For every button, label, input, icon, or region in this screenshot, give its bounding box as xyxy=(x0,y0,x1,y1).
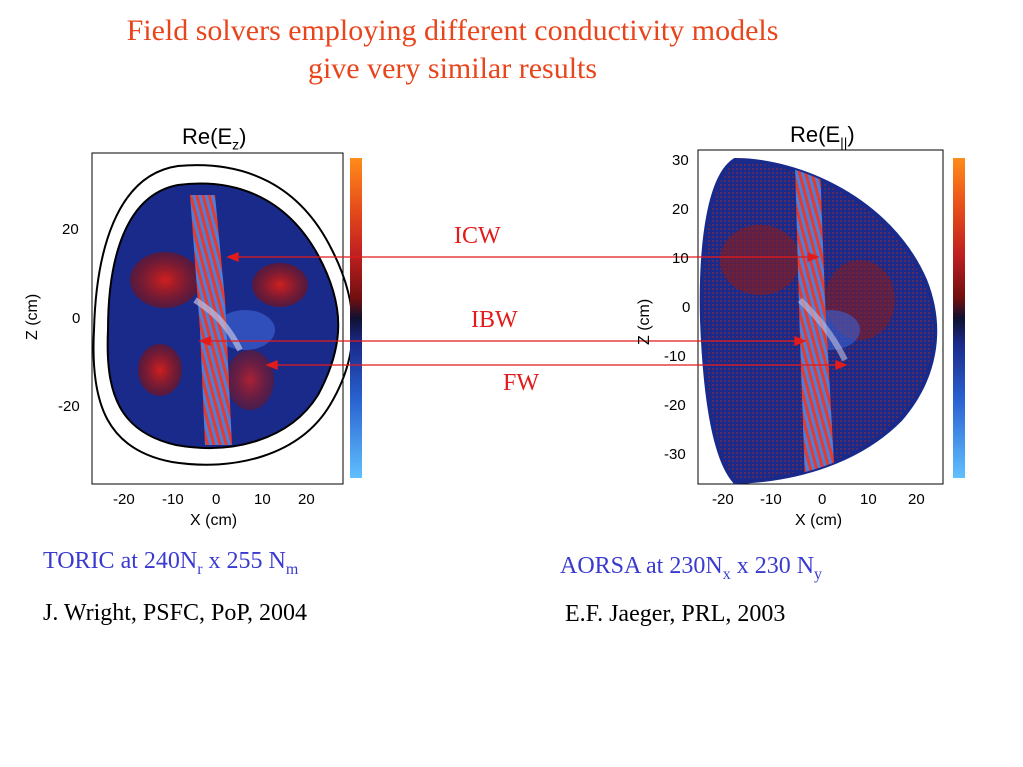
left-plot-title-sub: z xyxy=(232,136,240,153)
right-caption-mid: x 230 N xyxy=(730,553,815,579)
right-ytick: 0 xyxy=(682,299,691,316)
left-caption-sub-r: r xyxy=(197,560,203,578)
left-plot-xlabel: X (cm) xyxy=(190,512,238,529)
right-xtick: -20 xyxy=(712,491,734,508)
right-caption-sub-y: y xyxy=(814,565,823,583)
left-outer-boundary xyxy=(92,164,354,466)
wave-arrows xyxy=(198,252,848,370)
left-code-caption: TORIC at 240Nr x 255 Nm xyxy=(43,548,298,579)
right-plot-ylabel: Z (cm) xyxy=(636,298,653,345)
right-plot-title-end: ) xyxy=(847,122,855,147)
left-plot-title-main: Re(E xyxy=(182,124,233,149)
right-plot-title: Re(E||) xyxy=(790,122,855,150)
left-xtick: 0 xyxy=(212,491,221,508)
icw-arrow-left-head xyxy=(226,252,239,262)
ibw-arrow-right-head xyxy=(794,336,807,346)
right-plot-title-main: Re(E xyxy=(790,122,841,147)
left-field-pattern xyxy=(130,195,308,445)
left-ytick: 20 xyxy=(62,221,79,238)
icw-arrow-right-head xyxy=(807,252,820,262)
fw-arrow-left-head xyxy=(265,360,278,370)
left-caption-sub-m: m xyxy=(285,560,299,578)
ibw-label: IBW xyxy=(471,307,518,333)
right-xtick: 20 xyxy=(908,491,925,508)
right-caption-main: AORSA at 230N xyxy=(560,553,723,579)
right-ytick: -20 xyxy=(664,397,686,414)
right-reference: E.F. Jaeger, PRL, 2003 xyxy=(565,601,786,627)
right-xtick: 0 xyxy=(818,491,827,508)
left-ytick: 0 xyxy=(72,310,81,327)
left-ytick: -20 xyxy=(58,398,80,415)
right-plot-xlabel: X (cm) xyxy=(795,512,843,529)
slide-title-line2: give very similar results xyxy=(307,52,598,85)
right-plot-title-sub: || xyxy=(840,134,848,151)
right-caption-sub-x: x xyxy=(722,565,731,583)
left-caption-mid: x 255 N xyxy=(202,548,286,574)
right-ytick: 20 xyxy=(672,201,689,218)
right-ytick: 10 xyxy=(672,250,689,267)
left-plot-title-end: ) xyxy=(239,124,247,149)
slide-title-line1: Field solvers employing different conduc… xyxy=(126,14,779,47)
right-ytick: -10 xyxy=(664,348,686,365)
left-xtick: -20 xyxy=(113,491,135,508)
left-caption-main: TORIC at 240N xyxy=(43,548,198,574)
right-code-caption: AORSA at 230Nx x 230 Ny xyxy=(560,553,822,584)
fw-arrow-right-head xyxy=(835,360,848,370)
left-xtick: -10 xyxy=(162,491,184,508)
ibw-arrow-left-head xyxy=(198,336,211,346)
slide-title: Field solvers employing different conduc… xyxy=(0,12,905,88)
icw-label: ICW xyxy=(454,223,501,249)
right-ytick: -30 xyxy=(664,446,686,463)
right-ytick: 30 xyxy=(672,152,689,169)
right-xtick: 10 xyxy=(860,491,877,508)
left-reference: J. Wright, PSFC, PoP, 2004 xyxy=(43,600,308,626)
fw-label: FW xyxy=(503,370,539,396)
right-field-pattern xyxy=(720,165,895,482)
right-colorbar xyxy=(953,158,965,478)
left-plot-ylabel: Z (cm) xyxy=(24,293,41,340)
left-plot-title: Re(Ez) xyxy=(182,124,246,152)
left-colorbar xyxy=(350,158,362,478)
right-xtick: -10 xyxy=(760,491,782,508)
left-xtick: 20 xyxy=(298,491,315,508)
left-xtick: 10 xyxy=(254,491,271,508)
